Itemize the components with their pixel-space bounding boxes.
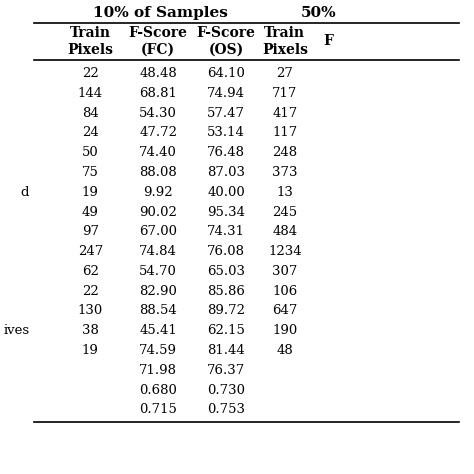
Text: 19: 19 xyxy=(82,186,99,199)
Text: 50%: 50% xyxy=(301,6,337,20)
Text: 248: 248 xyxy=(272,146,297,159)
Text: 0.753: 0.753 xyxy=(207,403,245,417)
Text: 76.37: 76.37 xyxy=(207,364,245,377)
Text: 24: 24 xyxy=(82,127,99,139)
Text: 67.00: 67.00 xyxy=(139,225,177,238)
Text: 57.47: 57.47 xyxy=(207,107,245,119)
Text: 38: 38 xyxy=(82,324,99,337)
Text: 97: 97 xyxy=(82,225,99,238)
Text: 76.08: 76.08 xyxy=(207,245,245,258)
Text: 117: 117 xyxy=(272,127,298,139)
Text: 717: 717 xyxy=(272,87,298,100)
Text: F-Score
(FC): F-Score (FC) xyxy=(129,27,188,56)
Text: 71.98: 71.98 xyxy=(139,364,177,377)
Text: 13: 13 xyxy=(276,186,293,199)
Text: 22: 22 xyxy=(82,67,99,80)
Text: 48.48: 48.48 xyxy=(139,67,177,80)
Text: 54.30: 54.30 xyxy=(139,107,177,119)
Text: 95.34: 95.34 xyxy=(207,206,245,219)
Text: 74.84: 74.84 xyxy=(139,245,177,258)
Text: 81.44: 81.44 xyxy=(207,344,245,357)
Text: 64.10: 64.10 xyxy=(207,67,245,80)
Text: 62.15: 62.15 xyxy=(207,324,245,337)
Text: 48: 48 xyxy=(276,344,293,357)
Text: 27: 27 xyxy=(276,67,293,80)
Text: 247: 247 xyxy=(78,245,103,258)
Text: 9.92: 9.92 xyxy=(143,186,173,199)
Text: 484: 484 xyxy=(272,225,297,238)
Text: ives: ives xyxy=(3,324,29,337)
Text: F-Score
(OS): F-Score (OS) xyxy=(197,27,255,56)
Text: 90.02: 90.02 xyxy=(139,206,177,219)
Text: 65.03: 65.03 xyxy=(207,265,245,278)
Text: 417: 417 xyxy=(272,107,298,119)
Text: 130: 130 xyxy=(78,304,103,318)
Text: 22: 22 xyxy=(82,285,99,298)
Text: 40.00: 40.00 xyxy=(207,186,245,199)
Text: 245: 245 xyxy=(272,206,297,219)
Text: 373: 373 xyxy=(272,166,298,179)
Text: 10% of Samples: 10% of Samples xyxy=(93,6,228,20)
Text: 82.90: 82.90 xyxy=(139,285,177,298)
Text: 0.715: 0.715 xyxy=(139,403,177,417)
Text: 144: 144 xyxy=(78,87,103,100)
Text: 62: 62 xyxy=(82,265,99,278)
Text: 647: 647 xyxy=(272,304,298,318)
Text: 50: 50 xyxy=(82,146,99,159)
Text: 68.81: 68.81 xyxy=(139,87,177,100)
Text: d: d xyxy=(21,186,29,199)
Text: 74.59: 74.59 xyxy=(139,344,177,357)
Text: 84: 84 xyxy=(82,107,99,119)
Text: Train
Pixels: Train Pixels xyxy=(67,27,113,56)
Text: 74.40: 74.40 xyxy=(139,146,177,159)
Text: 54.70: 54.70 xyxy=(139,265,177,278)
Text: 88.08: 88.08 xyxy=(139,166,177,179)
Text: Train
Pixels: Train Pixels xyxy=(262,27,308,56)
Text: 85.86: 85.86 xyxy=(207,285,245,298)
Text: 190: 190 xyxy=(272,324,298,337)
Text: 0.730: 0.730 xyxy=(207,383,245,397)
Text: 53.14: 53.14 xyxy=(207,127,245,139)
Text: 75: 75 xyxy=(82,166,99,179)
Text: 89.72: 89.72 xyxy=(207,304,245,318)
Text: 74.94: 74.94 xyxy=(207,87,245,100)
Text: 19: 19 xyxy=(82,344,99,357)
Text: 88.54: 88.54 xyxy=(139,304,177,318)
Text: 1234: 1234 xyxy=(268,245,301,258)
Text: 87.03: 87.03 xyxy=(207,166,245,179)
Text: 76.48: 76.48 xyxy=(207,146,245,159)
Text: 74.31: 74.31 xyxy=(207,225,245,238)
Text: 0.680: 0.680 xyxy=(139,383,177,397)
Text: 45.41: 45.41 xyxy=(139,324,177,337)
Text: F: F xyxy=(323,35,333,48)
Text: 106: 106 xyxy=(272,285,298,298)
Text: 47.72: 47.72 xyxy=(139,127,177,139)
Text: 49: 49 xyxy=(82,206,99,219)
Text: 307: 307 xyxy=(272,265,298,278)
